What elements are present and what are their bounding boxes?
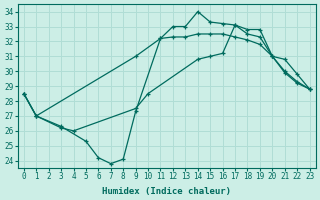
X-axis label: Humidex (Indice chaleur): Humidex (Indice chaleur) <box>102 187 231 196</box>
